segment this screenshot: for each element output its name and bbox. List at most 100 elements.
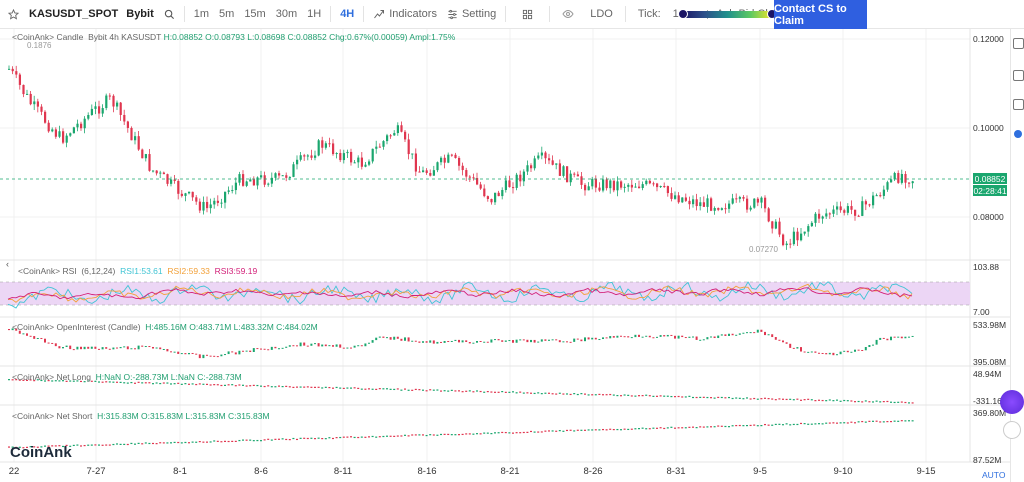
indicators-button[interactable]: Indicators <box>368 0 442 29</box>
slider-handle-left[interactable] <box>678 9 688 19</box>
net-long-point <box>443 390 446 392</box>
oi-candle <box>303 342 306 346</box>
ai-assistant-icon[interactable] <box>1000 390 1024 414</box>
candle-body <box>562 166 565 176</box>
candle-body <box>137 136 140 150</box>
interval-5m[interactable]: 5m <box>219 8 235 20</box>
net-short-point <box>378 436 381 438</box>
net-long-point <box>440 390 442 392</box>
oi-candle <box>836 354 838 356</box>
candle-body <box>594 178 597 188</box>
oi-candle <box>724 334 727 336</box>
candle-body <box>555 163 558 165</box>
heatmap-gradient-slider[interactable] <box>678 9 777 19</box>
chart-canvas[interactable] <box>0 29 1010 482</box>
oi-candle <box>771 334 774 338</box>
interval-30m[interactable]: 30m <box>275 8 298 20</box>
candle-body <box>526 165 529 172</box>
oi-candle <box>382 336 385 338</box>
candle-body <box>882 189 885 196</box>
favorite-star-icon[interactable] <box>0 0 24 29</box>
chart-area[interactable]: <CoinAnk> Candle Bybit 4h KASUSDT H:0.08… <box>0 29 1010 482</box>
oi-candle <box>479 340 482 342</box>
chat-icon[interactable] <box>1003 421 1021 439</box>
net-long-point <box>425 390 428 392</box>
net-short-point <box>184 441 187 444</box>
net-long-point <box>609 393 612 396</box>
oi-candle <box>656 336 658 338</box>
candle-body <box>152 170 155 172</box>
net-long-tick: 48.94M <box>973 369 1002 379</box>
net-short-point <box>144 442 147 444</box>
net-long-point <box>393 388 396 391</box>
info-icon[interactable] <box>1014 130 1022 138</box>
oi-candle <box>33 336 36 339</box>
oi-candle <box>616 335 619 338</box>
net-long-point <box>872 401 874 403</box>
calendar-icon[interactable] <box>1013 70 1024 81</box>
oi-candle <box>123 346 126 348</box>
oi-candle <box>443 340 446 343</box>
net-long-point <box>422 389 424 391</box>
legend-values: H:315.83M O:315.83M L:315.83M C:315.83M <box>97 411 270 421</box>
interval-4h[interactable]: 4H <box>340 8 355 20</box>
eye-icon[interactable] <box>554 0 582 29</box>
oi-candle <box>396 336 399 339</box>
net-long-point <box>681 396 684 398</box>
net-short-point <box>357 436 360 439</box>
candle-body <box>720 208 723 210</box>
candle-body <box>609 180 612 189</box>
oi-candle <box>663 335 666 337</box>
net-short-point <box>746 424 748 427</box>
symbol-selector[interactable]: KASUSDT_SPOT Bybit <box>24 0 159 29</box>
oi-candle <box>760 329 763 332</box>
net-short-point <box>216 440 219 442</box>
candle-body <box>530 165 533 169</box>
net-long-point <box>807 398 810 400</box>
net-long-point <box>69 380 72 382</box>
oi-candle <box>87 346 90 349</box>
oi-candle <box>389 337 392 340</box>
net-long-point <box>26 379 28 381</box>
net-long-point <box>303 386 306 388</box>
net-short-point <box>670 426 673 428</box>
candle-body <box>213 200 216 205</box>
candle-body <box>44 111 47 123</box>
price-tick: 0.10000 <box>973 123 1004 133</box>
oi-candle <box>461 340 464 343</box>
interval-15m[interactable]: 15m <box>244 8 266 20</box>
contact-cs-button[interactable]: Contact CS to Claim <box>774 0 867 29</box>
candle-body <box>375 146 378 149</box>
candle-body <box>105 95 108 109</box>
net-short-point <box>422 434 424 436</box>
candle-body <box>692 199 695 205</box>
auto-scale-button[interactable]: AUTO <box>982 470 1006 480</box>
net-long-point <box>224 384 226 386</box>
interval-1h[interactable]: 1H <box>307 8 322 20</box>
candle-body <box>828 213 831 215</box>
setting-button[interactable]: Setting <box>442 0 501 29</box>
oi-candle <box>148 346 151 348</box>
net-short-point <box>177 441 180 444</box>
interval-1m[interactable]: 1m <box>193 8 210 20</box>
net-long-tick: -331.16M <box>973 396 1009 406</box>
candle-body <box>843 210 846 213</box>
net-long-point <box>216 384 219 386</box>
ldo-selector[interactable]: LDO <box>590 8 613 20</box>
grid-icon[interactable] <box>510 0 545 29</box>
net-long-point <box>144 382 147 384</box>
oi-candle <box>753 332 756 334</box>
oi-candle <box>36 337 39 339</box>
net-long-point <box>274 386 277 388</box>
candle-body <box>569 173 572 183</box>
panel-icon[interactable] <box>1013 38 1024 49</box>
search-icon[interactable] <box>159 0 180 29</box>
net-short-point <box>602 428 604 431</box>
candle-body <box>584 184 587 191</box>
net-long-point <box>569 393 572 396</box>
collapse-arrow-icon[interactable]: ‹ <box>6 259 9 269</box>
net-long-point <box>184 383 187 385</box>
net-short-point <box>195 441 198 443</box>
list-icon[interactable] <box>1013 99 1024 110</box>
candle-body <box>814 213 817 223</box>
